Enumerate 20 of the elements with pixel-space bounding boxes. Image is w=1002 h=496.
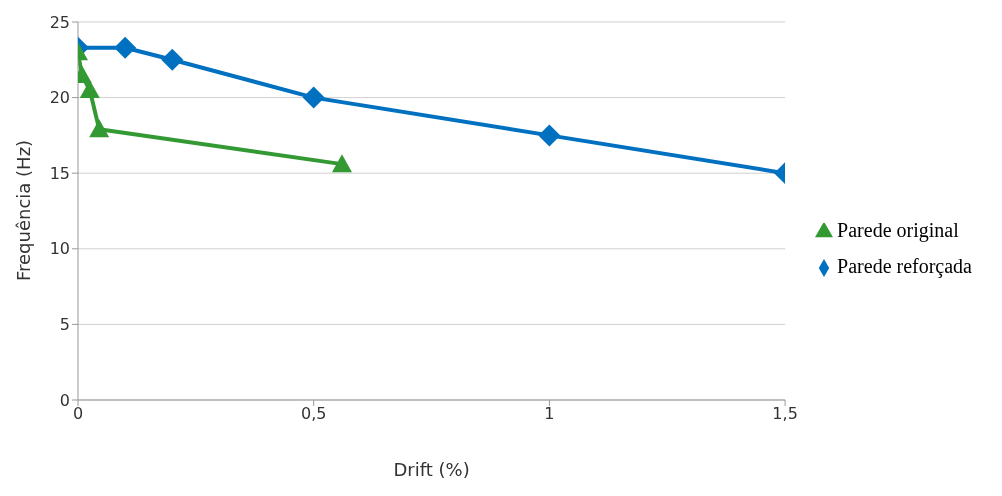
- x-tick-label: 0,5: [300, 404, 327, 424]
- point: [114, 36, 137, 59]
- point: [79, 80, 100, 99]
- y-axis-title: Frequência (Hz): [13, 139, 35, 281]
- x-tick-label: 1: [544, 404, 555, 424]
- legend-label: Parede original: [837, 219, 959, 241]
- x-tick-label: 0: [72, 404, 84, 424]
- y-tick-label: 20: [49, 88, 70, 108]
- point: [331, 154, 352, 173]
- point: [89, 119, 110, 138]
- y-tick-label: 0: [59, 390, 70, 410]
- x-axis-title: Drift (%): [393, 459, 470, 480]
- y-tick-label: 25: [49, 12, 70, 32]
- legend-label: Parede reforçada: [837, 255, 972, 277]
- point: [161, 48, 184, 71]
- point: [302, 86, 325, 109]
- y-tick-label: 15: [49, 163, 70, 183]
- y-tick-label: 10: [49, 239, 70, 259]
- x-tick-label: 1,5: [772, 404, 798, 424]
- y-tick-label: 5: [59, 315, 70, 335]
